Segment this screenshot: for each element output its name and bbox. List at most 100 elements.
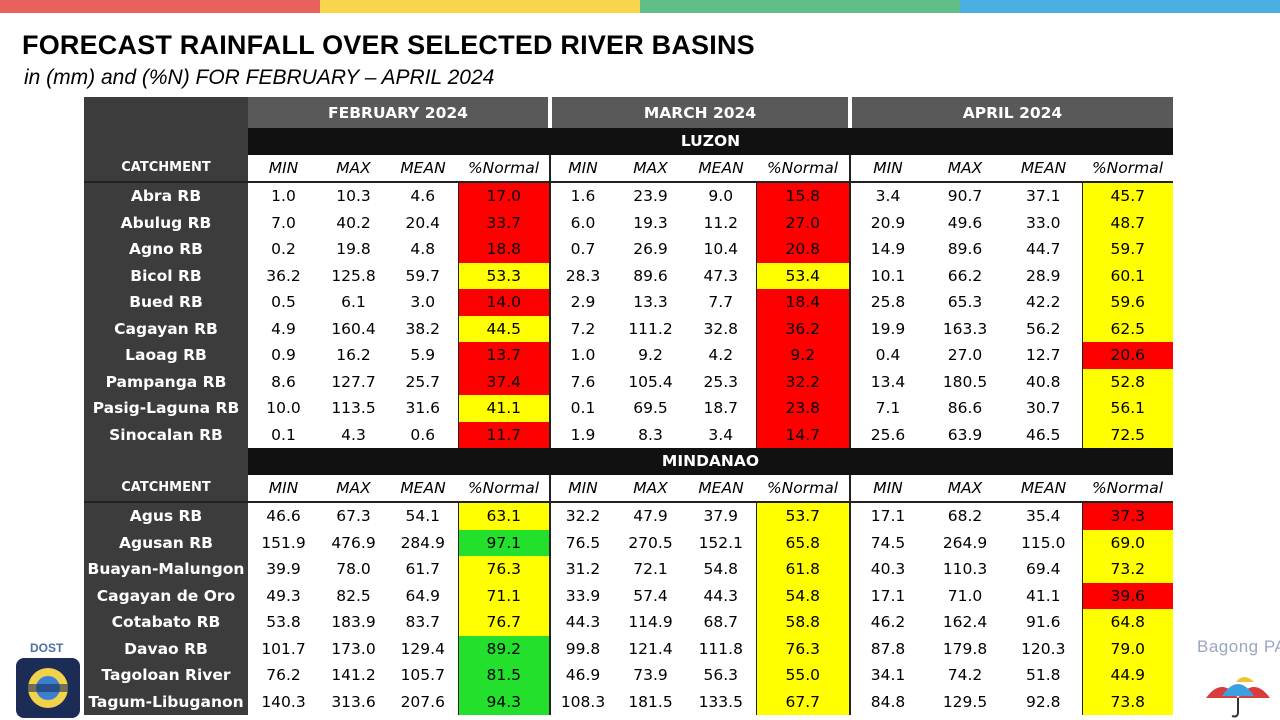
value-cell: 1.0: [550, 342, 615, 369]
value-cell: 4.2: [686, 342, 756, 369]
value-cell: 10.3: [319, 181, 388, 210]
value-cell: 173.0: [319, 635, 388, 662]
value-cell: 111.8: [686, 635, 756, 662]
percent-normal-cell: 45.7: [1081, 181, 1173, 210]
value-cell: 39.9: [248, 556, 319, 583]
value-cell: 40.2: [319, 209, 388, 236]
value-cell: 54.8: [686, 556, 756, 583]
value-cell: 67.3: [319, 501, 388, 530]
percent-normal-cell: 73.8: [1081, 688, 1173, 715]
table-row: Agno RB 0.2 19.8 4.8 18.8 0.7 26.9 10.4 20.8 14.9…: [84, 236, 1173, 263]
percent-normal-cell: 14.0: [457, 289, 551, 316]
value-cell: 270.5: [615, 529, 686, 556]
value-cell: 19.3: [615, 209, 686, 236]
percent-normal-cell: 61.8: [755, 556, 851, 583]
column-header: MAX: [319, 474, 388, 503]
percent-normal-cell: 73.2: [1081, 556, 1173, 583]
value-cell: 125.8: [319, 262, 388, 289]
percent-normal-cell: 44.5: [457, 315, 551, 342]
value-cell: 152.1: [686, 529, 756, 556]
dost-logo-text: DOST: [30, 641, 64, 655]
value-cell: 18.7: [686, 395, 756, 422]
catchment-header: CATCHMENT: [84, 474, 248, 503]
value-cell: 10.1: [850, 262, 925, 289]
column-header: MIN: [550, 154, 615, 183]
value-cell: 7.6: [550, 368, 615, 395]
value-cell: 4.6: [388, 181, 458, 210]
percent-normal-cell: 69.0: [1081, 529, 1173, 556]
value-cell: 127.7: [319, 368, 388, 395]
table-row: Bued RB 0.5 6.1 3.0 14.0 2.9 13.3 7.7 18.4 25.8 65…: [84, 289, 1173, 316]
value-cell: 82.5: [319, 582, 388, 609]
value-cell: 120.3: [1005, 635, 1082, 662]
value-cell: 20.9: [850, 209, 925, 236]
value-cell: 115.0: [1005, 529, 1082, 556]
percent-normal-cell: 76.7: [457, 609, 551, 636]
value-cell: 108.3: [550, 688, 615, 715]
top-bar-segment-red: [0, 0, 320, 13]
value-cell: 41.1: [1005, 582, 1082, 609]
value-cell: 20.4: [388, 209, 458, 236]
percent-normal-cell: 63.1: [457, 501, 551, 530]
value-cell: 140.3: [248, 688, 319, 715]
value-cell: 25.8: [850, 289, 925, 316]
value-cell: 89.6: [925, 236, 1005, 263]
value-cell: 44.7: [1005, 236, 1082, 263]
value-cell: 59.7: [388, 262, 458, 289]
percent-normal-cell: 15.8: [755, 181, 851, 210]
top-bar-segment-green: [640, 0, 960, 13]
value-cell: 46.5: [1005, 421, 1082, 448]
percent-normal-cell: 56.1: [1081, 395, 1173, 422]
value-cell: 11.2: [686, 209, 756, 236]
catchment-name: Buayan-Malungon: [84, 556, 248, 583]
value-cell: 33.0: [1005, 209, 1082, 236]
value-cell: 32.8: [686, 315, 756, 342]
value-cell: 5.9: [388, 342, 458, 369]
dost-logo-icon: DOST: [16, 641, 80, 718]
value-cell: 7.1: [850, 395, 925, 422]
value-cell: 69.5: [615, 395, 686, 422]
percent-normal-cell: 23.8: [755, 395, 851, 422]
value-cell: 69.4: [1005, 556, 1082, 583]
value-cell: 183.9: [319, 609, 388, 636]
value-cell: 133.5: [686, 688, 756, 715]
column-header: %Normal: [1082, 474, 1173, 503]
percent-normal-cell: 27.0: [755, 209, 851, 236]
percent-normal-cell: 58.8: [755, 609, 851, 636]
value-cell: 83.7: [388, 609, 458, 636]
value-cell: 54.1: [388, 501, 458, 530]
catchment-name: Laoag RB: [84, 342, 248, 369]
value-cell: 8.3: [615, 421, 686, 448]
column-header: MAX: [615, 154, 686, 183]
value-cell: 40.3: [850, 556, 925, 583]
percent-normal-cell: 53.3: [457, 262, 551, 289]
value-cell: 207.6: [388, 688, 458, 715]
percent-normal-cell: 79.0: [1081, 635, 1173, 662]
percent-normal-cell: 41.1: [457, 395, 551, 422]
value-cell: 17.1: [850, 582, 925, 609]
table-row: Tagum-Libuganon 140.3 313.6 207.6 94.3 108.3 1…: [84, 688, 1173, 715]
catchment-name: Cagayan de Oro: [84, 582, 248, 609]
catchment-name: Tagum-Libuganon: [84, 688, 248, 715]
percent-normal-cell: 14.7: [755, 421, 851, 448]
percent-normal-cell: 20.8: [755, 236, 851, 263]
percent-normal-cell: 33.7: [457, 209, 551, 236]
table-row: Pampanga RB 8.6 127.7 25.7 37.4 7.6 105.4 25.3 3…: [84, 368, 1173, 395]
value-cell: 30.7: [1005, 395, 1082, 422]
value-cell: 4.8: [388, 236, 458, 263]
value-cell: 57.4: [615, 582, 686, 609]
value-cell: 76.2: [248, 662, 319, 689]
percent-normal-cell: 72.5: [1081, 421, 1173, 448]
column-header: MIN: [248, 154, 319, 183]
value-cell: 25.7: [388, 368, 458, 395]
value-cell: 33.9: [550, 582, 615, 609]
value-cell: 3.4: [686, 421, 756, 448]
column-header-row: CATCHMENT MIN MAX MEAN %Normal MIN MAX MEAN %Nor…: [84, 474, 1173, 503]
value-cell: 44.3: [550, 609, 615, 636]
table-row: Cagayan de Oro 49.3 82.5 64.9 71.1 33.9 57.4 44…: [84, 582, 1173, 609]
percent-normal-cell: 53.4: [755, 262, 851, 289]
value-cell: 264.9: [925, 529, 1005, 556]
value-cell: 44.3: [686, 582, 756, 609]
percent-normal-cell: 60.1: [1081, 262, 1173, 289]
table-row: Abra RB 1.0 10.3 4.6 17.0 1.6 23.9 9.0 15.8 3.4 90…: [84, 181, 1173, 210]
